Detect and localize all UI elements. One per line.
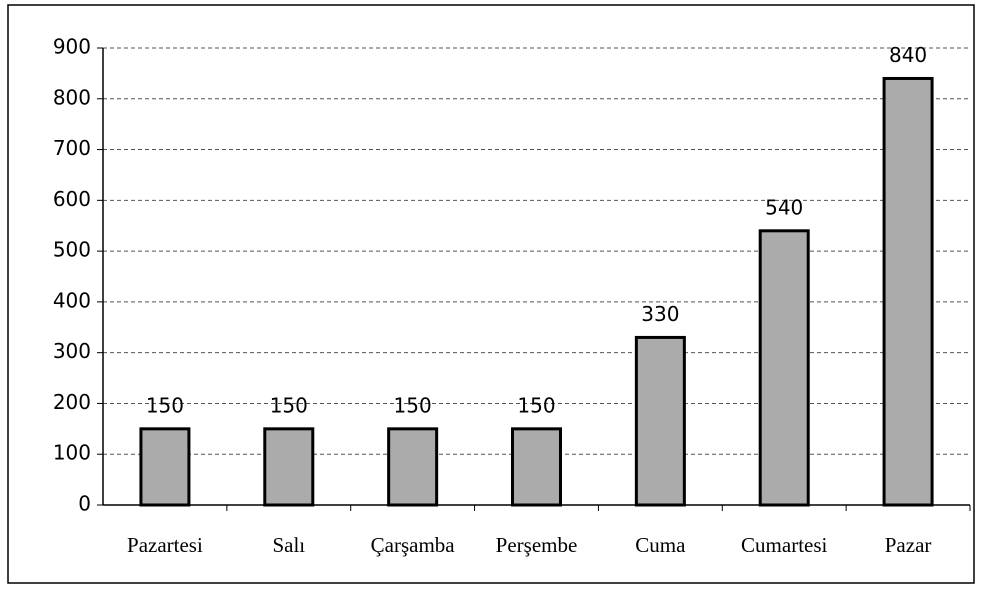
data-label: 150 [394,393,432,417]
data-label: 150 [270,393,308,417]
x-tick-label: Cumartesi [741,533,827,557]
bar [758,229,810,507]
y-tick-label: 200 [53,390,91,414]
frame [7,4,975,584]
bar [387,427,439,507]
y-tick-label: 600 [53,187,91,211]
data-label: 540 [765,195,803,219]
data-label: 150 [517,393,555,417]
y-tick-label: 800 [53,85,91,109]
y-tick-label: 300 [53,339,91,363]
x-tick-label: Perşembe [496,533,578,557]
x-tick-label: Çarşamba [371,533,456,557]
bar [634,335,686,507]
y-tick-label: 0 [78,492,91,516]
y-tick-label: 500 [53,238,91,262]
bar [263,427,315,507]
data-label: 840 [889,43,927,67]
bar [511,427,562,507]
y-tick-label: 400 [53,288,91,312]
x-tick-label: Cuma [635,533,686,557]
y-tick-label: 700 [53,136,91,160]
y-tick-label: 900 [53,35,91,59]
x-tick-label: Salı [272,533,305,557]
bar [882,76,934,507]
data-label: 330 [641,302,679,326]
data-label: 150 [146,393,184,417]
bar [139,427,191,507]
y-tick-label: 100 [53,441,91,465]
x-tick-label: Pazartesi [127,533,203,557]
x-tick-label: Pazar [885,533,932,557]
